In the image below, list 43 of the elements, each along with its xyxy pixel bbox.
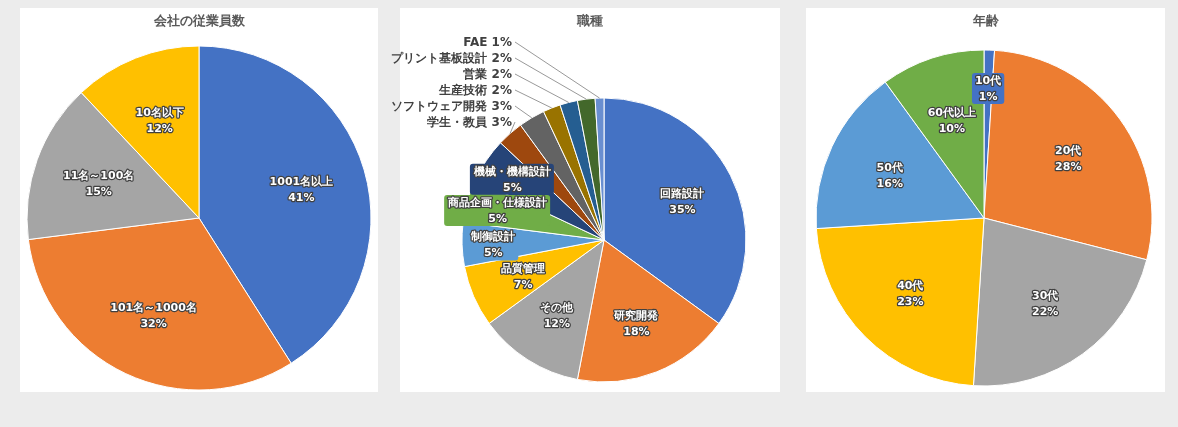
- slice-label: 営業 2%: [463, 67, 512, 81]
- data-label: 32%: [140, 317, 167, 331]
- slice-label: その他: [540, 301, 575, 315]
- data-label: 5%: [503, 180, 522, 194]
- slice-label: 50代: [876, 160, 903, 174]
- data-label: 41%: [288, 191, 315, 205]
- slice-label: 品質管理: [501, 261, 546, 275]
- slice-label: プリント基板設計 2%: [391, 51, 512, 65]
- data-label: 7%: [513, 277, 533, 291]
- data-label: 12%: [146, 121, 173, 135]
- slice-label: 20代: [1055, 143, 1082, 157]
- slice-label: FAE 1%: [463, 35, 512, 49]
- slice-label: 生産技術 2%: [438, 83, 512, 97]
- chart-title: 会社の従業員数: [152, 13, 246, 28]
- data-label: 18%: [623, 324, 650, 338]
- data-label: 22%: [1032, 305, 1059, 319]
- chart-title: 年齢: [971, 13, 1000, 28]
- slice-label: 商品企画・仕様設計: [447, 196, 548, 210]
- data-label: 5%: [483, 246, 503, 260]
- slice-label: 制御設計: [470, 230, 516, 244]
- slice-label: 回路設計: [660, 187, 705, 201]
- slice-label: 30代: [1032, 289, 1059, 303]
- slice-label: 11名～100名: [63, 168, 135, 182]
- slice-label: 40代: [897, 278, 924, 292]
- slice-label: 機械・機構設計: [472, 164, 551, 178]
- slice-label: ソフトウェア開発 3%: [391, 99, 512, 113]
- slice-label: 10代: [974, 74, 1002, 88]
- data-label: 16%: [876, 176, 903, 190]
- data-label: 5%: [488, 212, 507, 226]
- data-label: 12%: [543, 317, 570, 331]
- data-label: 28%: [1055, 159, 1082, 173]
- slice-label: 60代以上: [927, 105, 976, 119]
- data-label: 23%: [897, 294, 924, 308]
- slice-label: 学生・教員 3%: [427, 115, 512, 129]
- slice-label: 1001名以上: [269, 175, 334, 189]
- chart-title: 職種: [576, 13, 603, 28]
- data-label: 10%: [938, 121, 965, 135]
- slice-label: 101名～1000名: [110, 301, 197, 315]
- slice-label: 10名以下: [135, 105, 184, 119]
- data-label: 35%: [669, 203, 696, 217]
- data-label: 15%: [85, 184, 112, 198]
- data-label: 1%: [978, 90, 998, 104]
- slice-label: 研究開発: [613, 308, 660, 322]
